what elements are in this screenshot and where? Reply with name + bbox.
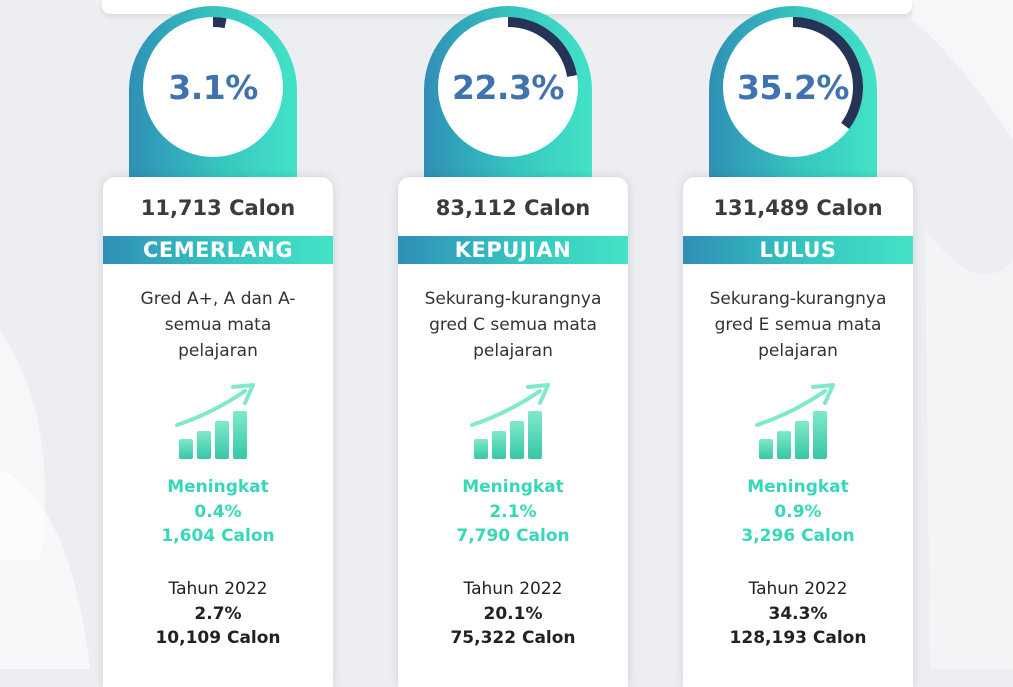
percent-value: 22.3% <box>452 67 565 107</box>
category-label: KEPUJIAN <box>398 236 628 264</box>
result-card-cemerlang: 3.1% 11,713 Calon CEMERLANG Gred A+, A d… <box>103 0 333 687</box>
category-label: LULUS <box>683 236 913 264</box>
previous-year-label: Tahun 2022 <box>748 579 848 599</box>
previous-year-block: Tahun 2022 34.3% 128,193 Calon <box>683 577 913 651</box>
description-line: Gred A+, A dan A- <box>140 289 296 309</box>
previous-year-label: Tahun 2022 <box>168 579 268 599</box>
increase-percent: 2.1% <box>489 501 537 522</box>
increase-label: Meningkat <box>167 477 269 497</box>
growth-chart-arrow-icon <box>175 383 255 459</box>
description-line: Sekurang-kurangnya <box>709 289 887 309</box>
description-line: gred C semua mata <box>429 315 597 335</box>
percent-donut <box>723 17 863 157</box>
category-description: Sekurang-kurangnya gred E semua mata pel… <box>683 286 913 364</box>
description-line: pelajaran <box>178 341 258 361</box>
description-line: pelajaran <box>473 341 553 361</box>
category-description: Sekurang-kurangnya gred C semua mata pel… <box>398 286 628 364</box>
increase-count: 1,604 Calon <box>161 526 275 546</box>
previous-year-label: Tahun 2022 <box>463 579 563 599</box>
description-line: gred E semua mata <box>714 315 882 335</box>
description-line: Sekurang-kurangnya <box>424 289 602 309</box>
increase-percent: 0.9% <box>774 501 822 522</box>
previous-year-block: Tahun 2022 20.1% 75,322 Calon <box>398 577 628 651</box>
percent-donut <box>143 17 283 157</box>
increase-block: Meningkat 2.1% 7,790 Calon <box>398 475 628 549</box>
result-card-lulus: 35.2% 131,489 Calon LULUS Sekurang-kuran… <box>683 0 913 687</box>
increase-count: 3,296 Calon <box>741 526 855 546</box>
increase-label: Meningkat <box>462 477 564 497</box>
increase-label: Meningkat <box>747 477 849 497</box>
previous-percent: 34.3% <box>768 603 828 624</box>
description-line: semua mata <box>164 315 272 335</box>
increase-count: 7,790 Calon <box>456 526 570 546</box>
candidate-count: 11,713 Calon <box>140 196 296 220</box>
description-line: pelajaran <box>758 341 838 361</box>
category-label: CEMERLANG <box>103 236 333 264</box>
growth-chart-arrow-icon <box>470 383 550 459</box>
increase-percent: 0.4% <box>194 501 242 522</box>
previous-year-block: Tahun 2022 2.7% 10,109 Calon <box>103 577 333 651</box>
candidate-count: 83,112 Calon <box>435 196 591 220</box>
percent-donut <box>438 17 578 157</box>
previous-count: 10,109 Calon <box>155 628 281 648</box>
previous-percent: 2.7% <box>194 603 242 624</box>
previous-count: 128,193 Calon <box>729 628 867 648</box>
previous-percent: 20.1% <box>483 603 543 624</box>
background-decoration <box>0 330 90 669</box>
previous-count: 75,322 Calon <box>450 628 576 648</box>
increase-block: Meningkat 0.4% 1,604 Calon <box>103 475 333 549</box>
growth-chart-arrow-icon <box>755 383 835 459</box>
category-description: Gred A+, A dan A- semua mata pelajaran <box>103 286 333 364</box>
candidate-count: 131,489 Calon <box>713 196 883 220</box>
increase-block: Meningkat 0.9% 3,296 Calon <box>683 475 913 549</box>
percent-value: 35.2% <box>737 67 850 107</box>
result-card-kepujian: 22.3% 83,112 Calon KEPUJIAN Sekurang-kur… <box>398 0 628 687</box>
percent-value: 3.1% <box>168 67 258 107</box>
